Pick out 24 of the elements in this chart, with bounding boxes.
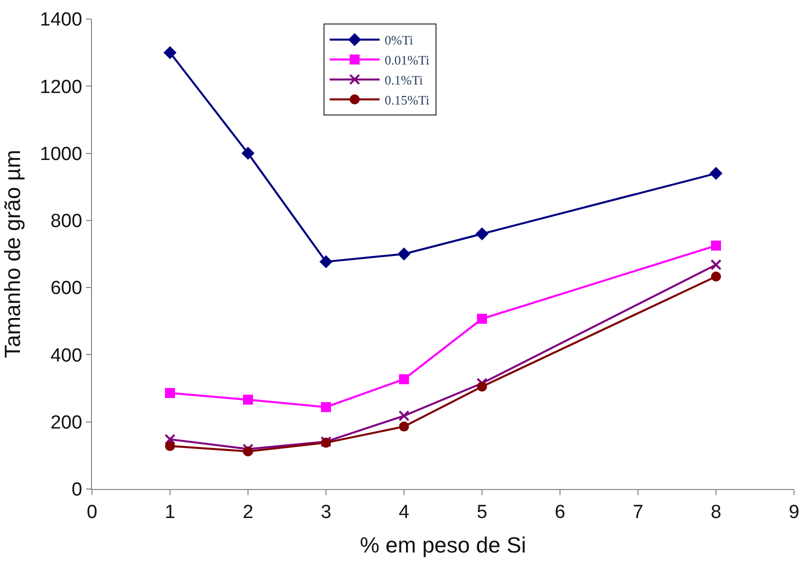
y-axis-title: Tamanho de grão µm xyxy=(0,150,25,358)
legend-label: 0.1%Ti xyxy=(384,72,424,88)
legend-label: 0%Ti xyxy=(384,32,414,48)
y-tick-label: 1000 xyxy=(40,144,82,165)
x-tick-label: 1 xyxy=(164,502,176,523)
x-tick-label: 7 xyxy=(632,502,644,523)
x-tick-label: 2 xyxy=(242,502,254,523)
y-tick-label: 1400 xyxy=(40,10,82,31)
x-tick-label: 3 xyxy=(320,502,332,523)
x-tick-label: 8 xyxy=(710,502,722,523)
x-tick-label: 0 xyxy=(86,502,98,523)
x-tick-label: 6 xyxy=(554,502,566,523)
x-tick-label: 9 xyxy=(788,502,800,523)
y-tick-label: 200 xyxy=(50,412,82,434)
y-tick-label: 0 xyxy=(72,480,82,501)
y-tick-label: 600 xyxy=(50,278,82,300)
y-tick-label: 400 xyxy=(50,345,82,366)
x-tick-label: 4 xyxy=(398,502,410,523)
y-tick-label: 800 xyxy=(50,211,82,232)
legend-label: 0.15%Ti xyxy=(384,92,430,108)
x-axis-title: % em peso de Si xyxy=(360,532,526,558)
x-tick-label: 5 xyxy=(476,502,488,523)
y-tick-label: 1200 xyxy=(40,76,82,98)
legend-label: 0.01%Ti xyxy=(384,52,430,68)
